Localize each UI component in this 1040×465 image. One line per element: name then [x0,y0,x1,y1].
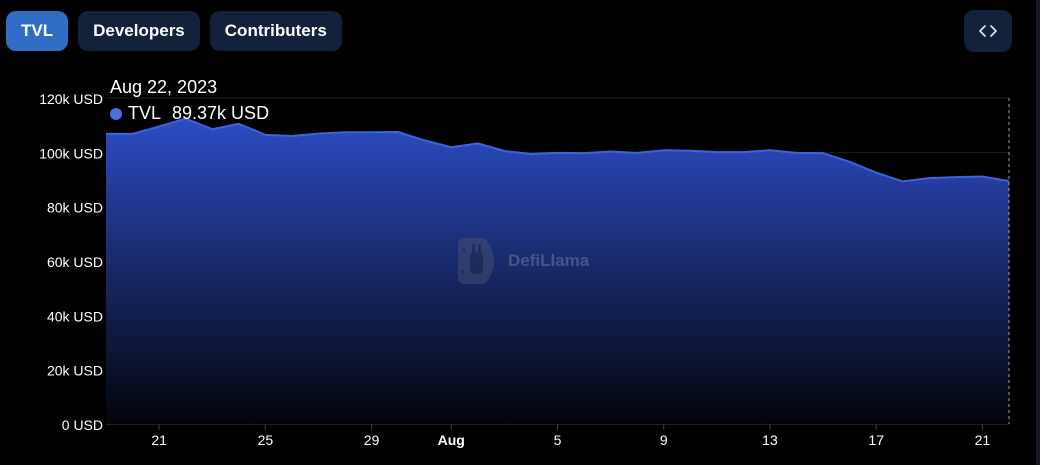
y-tick-label: 120k USD [39,91,103,107]
tooltip-date: Aug 22, 2023 [110,77,218,97]
x-tick-label: 17 [868,432,884,448]
x-tick-label: 21 [975,432,991,448]
watermark-text: DefiLlama [508,251,590,270]
tvl-series-line [106,117,1010,183]
defillama-watermark: DefiLlama [456,236,589,286]
tooltip-series-name: TVL [128,103,162,123]
x-tick-label: Aug [438,432,465,448]
x-tick-label: 9 [660,432,668,448]
y-tick-label: 80k USD [47,200,103,216]
y-tick-label: 40k USD [47,308,103,324]
tab-tvl[interactable]: TVL [6,11,69,51]
tooltip-series-dot [110,107,122,120]
code-brackets-icon [979,25,997,37]
tooltip-row: TVL 89.37k USD [110,103,269,124]
tab-developers[interactable]: Developers [78,11,200,51]
tvl-area-fill [106,118,1009,424]
tooltip-value: 89.37k USD [172,103,270,123]
embed-button[interactable] [964,10,1012,52]
y-tick-label: 20k USD [47,363,103,379]
llama-logo-icon [458,238,494,284]
right-border [1036,0,1040,465]
x-tick-label: 5 [554,432,562,448]
x-tick-label: 29 [364,432,380,448]
tab-contributers[interactable]: Contributers [209,11,342,51]
y-tick-label: 60k USD [47,254,103,270]
x-tick-label: 25 [258,432,274,448]
y-tick-label: 100k USD [39,145,103,161]
x-tick-label: 21 [151,432,167,448]
tab-bar: TVL Developers Contributers [6,11,342,51]
y-tick-label: 0 USD [62,417,103,433]
x-tick-label: 13 [762,432,778,448]
